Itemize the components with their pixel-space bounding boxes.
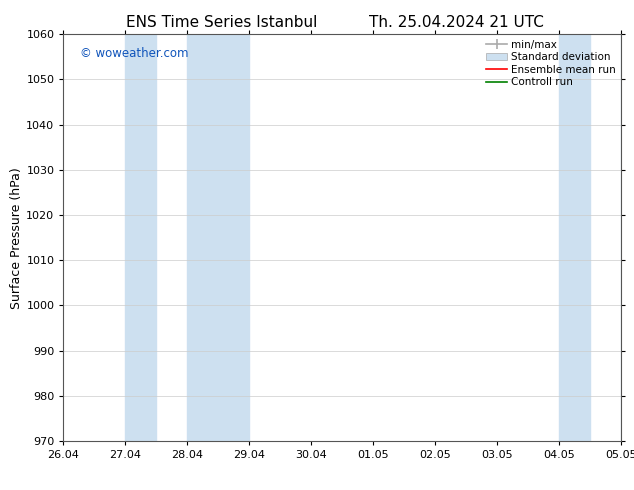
Bar xyxy=(621,34,634,441)
Text: Th. 25.04.2024 21 UTC: Th. 25.04.2024 21 UTC xyxy=(369,15,544,30)
Bar xyxy=(188,34,249,441)
Text: © woweather.com: © woweather.com xyxy=(80,47,189,59)
Legend: min/max, Standard deviation, Ensemble mean run, Controll run: min/max, Standard deviation, Ensemble me… xyxy=(484,37,618,89)
Text: ENS Time Series Istanbul: ENS Time Series Istanbul xyxy=(126,15,318,30)
Bar xyxy=(126,34,157,441)
Bar xyxy=(559,34,590,441)
Y-axis label: Surface Pressure (hPa): Surface Pressure (hPa) xyxy=(11,167,23,309)
